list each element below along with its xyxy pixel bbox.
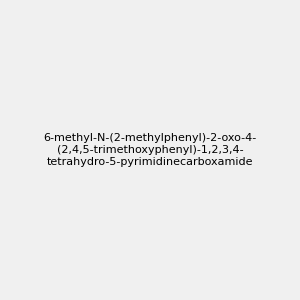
Text: 6-methyl-N-(2-methylphenyl)-2-oxo-4-
(2,4,5-trimethoxyphenyl)-1,2,3,4-
tetrahydr: 6-methyl-N-(2-methylphenyl)-2-oxo-4- (2,… (44, 134, 256, 166)
